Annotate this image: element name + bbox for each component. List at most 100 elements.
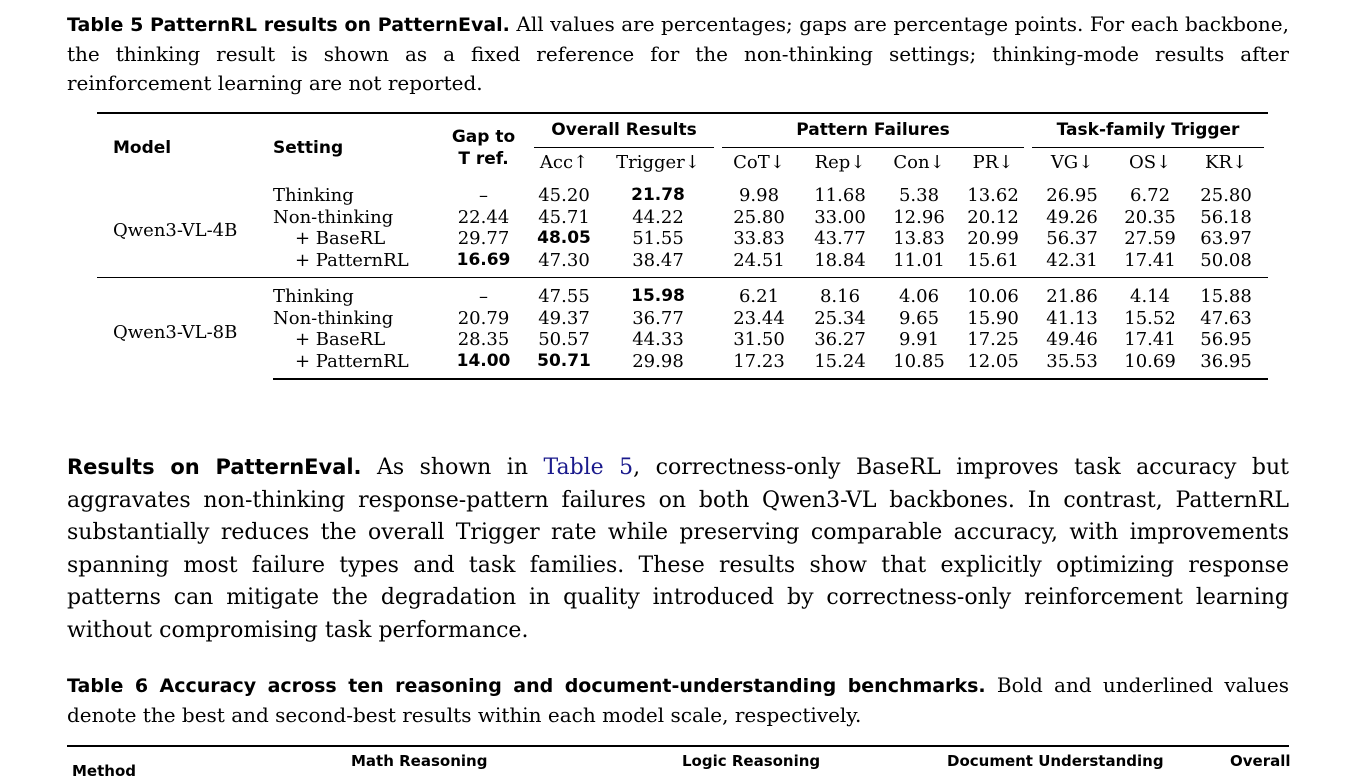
value-cell-os: 6.72 — [1130, 185, 1171, 206]
value-cell-cot: 6.21 — [718, 277, 800, 308]
value-cell-acc: 45.71 — [538, 206, 590, 228]
paragraph-heading: Results on PatternEval. — [67, 455, 362, 479]
value-cell-con: 12.96 — [893, 206, 945, 228]
value-cell-vg: 56.37 — [1046, 228, 1098, 249]
value-cell-rep: 11.68 — [814, 185, 866, 206]
value-cell-kr: 47.63 — [1200, 307, 1252, 329]
header-pattern-failures: Pattern Failures — [718, 112, 1029, 148]
value-cell-vg: 49.46 — [1046, 329, 1098, 350]
value-cell-acc: 47.30 — [538, 249, 590, 271]
value-cell-acc: 45.20 — [538, 185, 590, 206]
value-cell-os: 10.69 — [1116, 350, 1185, 380]
value-cell-vg: 35.53 — [1028, 350, 1117, 380]
value-cell-trigger: 21.78 — [631, 185, 685, 205]
table6-header-method: Method — [72, 762, 136, 780]
subheader-vg: VG↓ — [1050, 151, 1094, 173]
table-row: Qwen3-VL-4B Thinking – 45.20 21.78 9.98 11.68 5… — [97, 177, 1268, 241]
value-cell-kr: 25.80 — [1200, 185, 1252, 206]
value-cell-vg: 49.26 — [1046, 206, 1098, 228]
value-cell-pr: 20.12 — [967, 206, 1019, 228]
value-cell-acc: 47.55 — [530, 277, 598, 308]
table-row: Non-thinking 20.79 49.37 36.77 23.44 25.34 9.6… — [97, 308, 1268, 330]
value-cell-kr: 36.95 — [1184, 350, 1269, 380]
header-gap-line1: Gap to — [451, 127, 516, 147]
header-gap: Gap to T ref. — [437, 112, 530, 177]
header-task-family-trigger: Task-family Trigger — [1028, 112, 1269, 148]
table5-body: Qwen3-VL-4B Thinking –45.20 21.78 9.98 11.68 5… — [97, 177, 1269, 380]
subheader-con: Con↓ — [893, 151, 945, 173]
value-cell-cot: 33.83 — [733, 228, 785, 249]
value-cell-rep: 15.24 — [800, 350, 880, 380]
value-cell-vg: 26.95 — [1046, 185, 1098, 206]
table5: Model Setting Gap to T ref. Overall Resul… — [97, 112, 1269, 380]
value-cell-trigger: 44.33 — [632, 329, 684, 350]
value-cell-vg: 21.86 — [1028, 277, 1117, 308]
value-cell-con: 13.83 — [893, 228, 945, 249]
setting-cell: + PatternRL — [295, 249, 409, 271]
value-cell-cot: 17.23 — [718, 350, 800, 380]
table-row: Non-thinking 22.44 45.71 44.22 25.80 33.00 12.… — [97, 207, 1268, 229]
setting-cell: + BaseRL — [295, 329, 386, 350]
value-cell-kr: 15.88 — [1184, 277, 1269, 308]
value-cell-trigger: 38.47 — [632, 249, 684, 271]
value-cell-trigger: 15.98 — [598, 277, 718, 308]
value-cell-con: 9.91 — [898, 329, 940, 350]
value-cell-rep: 33.00 — [814, 206, 866, 228]
results-paragraph: Results on PatternEval. As shown in Tabl… — [67, 451, 1289, 648]
value-cell-gap: 20.79 — [457, 307, 510, 329]
table5-caption-text: All values are percentages; gaps are per… — [67, 12, 1289, 95]
value-cell-cot: 25.80 — [733, 206, 785, 228]
setting-cell: Thinking — [273, 185, 354, 206]
value-cell-pr: 20.99 — [967, 228, 1019, 249]
value-cell-pr: 12.05 — [958, 350, 1029, 380]
table6-caption-label: Table 6 Accuracy across ten reasoning an… — [67, 675, 986, 697]
setting-cell: Thinking — [273, 277, 437, 308]
table5-caption-label: Table 5 PatternRL results on PatternEval… — [67, 14, 510, 36]
model-name-cell: Qwen3-VL-8B — [97, 277, 273, 379]
value-cell-gap: – — [479, 185, 488, 206]
value-cell-os: 27.59 — [1124, 228, 1176, 249]
table6-header-document: Document Understanding — [947, 752, 1164, 770]
value-cell-rep: 18.84 — [814, 249, 866, 271]
paragraph-text-before-link: As shown in — [361, 455, 544, 480]
paragraph-text-after-link: , correctness-only BaseRL improves task … — [67, 455, 1290, 643]
subheader-os: OS↓ — [1128, 151, 1172, 173]
value-cell-gap: – — [437, 277, 530, 308]
value-cell-pr: 15.61 — [967, 249, 1019, 271]
table-row: + PatternRL 16.69 47.30 38.47 24.51 18.84 11.0… — [97, 250, 1268, 278]
table6-header-logic: Logic Reasoning — [682, 752, 821, 770]
subheader-rep: Rep↓ — [814, 151, 866, 173]
value-cell-con: 5.38 — [898, 185, 940, 206]
value-cell-rep: 36.27 — [814, 329, 866, 350]
header-overall-results: Overall Results — [530, 112, 718, 148]
value-cell-acc: 50.57 — [538, 329, 590, 350]
value-cell-os: 4.14 — [1116, 277, 1185, 308]
setting-cell: + BaseRL — [295, 228, 386, 249]
value-cell-pr: 15.90 — [967, 307, 1019, 329]
value-cell-con: 10.85 — [880, 350, 958, 380]
value-cell-cot: 9.98 — [738, 185, 780, 206]
setting-cell: Non-thinking — [273, 307, 394, 329]
value-cell-gap: 28.35 — [457, 329, 510, 350]
value-cell-trigger: 44.22 — [632, 206, 684, 228]
value-cell-gap: 22.44 — [457, 206, 510, 228]
subheader-trigger: Trigger↓ — [616, 151, 700, 173]
header-gap-line2: T ref. — [458, 148, 509, 169]
subheader-kr: KR↓ — [1205, 151, 1248, 173]
value-cell-rep: 25.34 — [814, 307, 866, 329]
table5-grid: Model Setting Gap to T ref. Overall Resul… — [97, 112, 1269, 380]
value-cell-gap: 14.00 — [437, 350, 530, 380]
value-cell-acc: 50.71 — [530, 350, 598, 380]
value-cell-gap: 29.77 — [457, 228, 510, 249]
setting-cell: Non-thinking — [273, 206, 394, 228]
subheader-cot: CoT↓ — [733, 151, 785, 173]
header-setting: Setting — [273, 112, 437, 177]
subheader-pr: PR↓ — [972, 151, 1014, 173]
setting-cell: + PatternRL — [273, 350, 437, 380]
value-cell-vg: 41.13 — [1046, 307, 1098, 329]
table5-reference-link[interactable]: Table 5 — [543, 455, 634, 480]
value-cell-kr: 56.18 — [1200, 206, 1252, 228]
value-cell-vg: 42.31 — [1046, 249, 1098, 271]
table-row: Qwen3-VL-8B Thinking –47.55 15.98 6.21 8.16 4.… — [97, 277, 1269, 379]
table6-header-math: Math Reasoning — [351, 752, 488, 770]
